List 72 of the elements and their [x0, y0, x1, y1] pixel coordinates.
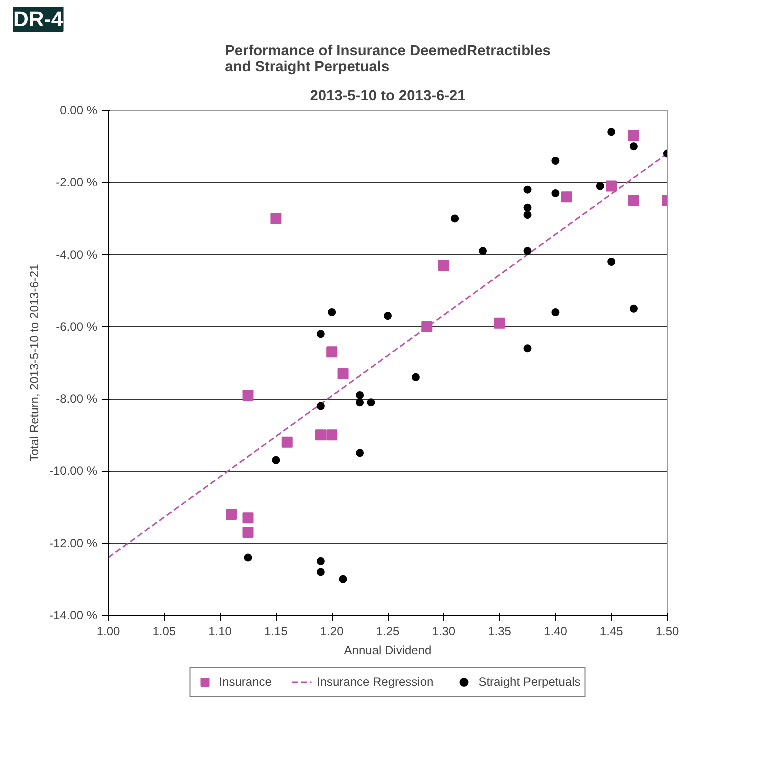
point — [596, 182, 604, 190]
point — [338, 368, 349, 380]
y-tick-label: 0.00 % — [60, 104, 98, 118]
point — [628, 195, 640, 206]
point — [524, 186, 532, 194]
point — [367, 398, 376, 407]
point — [339, 575, 348, 584]
point — [316, 402, 325, 410]
point — [552, 189, 560, 198]
point — [606, 180, 618, 192]
point — [316, 557, 325, 566]
chart-subtitle: 2013-5-10 to 2013-6-21 — [310, 88, 466, 104]
legend-label: Insurance — [219, 675, 272, 689]
point — [608, 258, 616, 266]
point — [356, 449, 364, 458]
text: DR-4 — [14, 8, 64, 32]
point — [326, 346, 338, 358]
point — [524, 344, 532, 353]
x-tick-label: 1.15 — [264, 624, 288, 638]
point — [438, 260, 450, 272]
point — [328, 308, 336, 316]
point — [315, 430, 326, 441]
point — [242, 512, 254, 524]
point — [494, 318, 506, 329]
y-tick-label: -2.00 % — [56, 176, 98, 190]
point — [316, 330, 325, 338]
x-tick-label: 1.00 — [96, 624, 121, 638]
point — [356, 398, 364, 407]
x-tick-label: 1.30 — [432, 624, 456, 638]
y-tick-label: -12.00 % — [49, 536, 98, 550]
point — [242, 390, 254, 401]
point — [451, 214, 460, 223]
point — [524, 211, 532, 220]
point — [272, 456, 280, 464]
point — [326, 430, 338, 441]
point — [226, 509, 237, 520]
point — [244, 554, 252, 562]
y-tick-label: -8.00 % — [56, 392, 98, 406]
x-tick-label: 1.40 — [544, 624, 568, 638]
chart-title: Performance of Insurance DeemedRetractibles and Straight Perpetuals — [225, 44, 551, 76]
point — [628, 130, 640, 142]
x-tick-label: 1.50 — [656, 624, 680, 638]
point — [479, 247, 488, 256]
y-axis-title: Total Return, 2013-5-10 to 2013-6-21 — [27, 264, 42, 462]
point — [384, 312, 392, 320]
point — [552, 308, 560, 316]
point — [552, 157, 560, 165]
point — [270, 213, 282, 224]
x-tick-label: 1.05 — [152, 624, 176, 638]
point — [561, 192, 572, 203]
y-tick-label: -6.00 % — [56, 320, 98, 334]
point — [630, 142, 638, 151]
y-tick-label: -4.00 % — [56, 248, 98, 262]
point — [608, 128, 616, 136]
point — [282, 436, 293, 448]
legend-label: Straight Perpetuals — [478, 675, 581, 689]
point — [630, 304, 638, 313]
point — [524, 247, 532, 256]
x-tick-label: 1.35 — [488, 624, 512, 638]
point — [412, 373, 420, 382]
point — [316, 568, 325, 576]
x-tick-label: 1.10 — [208, 624, 232, 638]
point — [524, 204, 532, 212]
x-tick-label: 1.20 — [320, 624, 344, 638]
y-tick-label: -10.00 % — [49, 464, 98, 478]
legend-label: Insurance Regression — [316, 675, 434, 689]
x-tick-label: 1.25 — [376, 624, 400, 638]
x-tick-label: 1.45 — [600, 624, 624, 638]
x-axis-title: Annual Dividend — [344, 644, 432, 658]
point — [242, 527, 254, 538]
point — [356, 391, 364, 400]
y-tick-label: -14.00 % — [49, 608, 98, 622]
